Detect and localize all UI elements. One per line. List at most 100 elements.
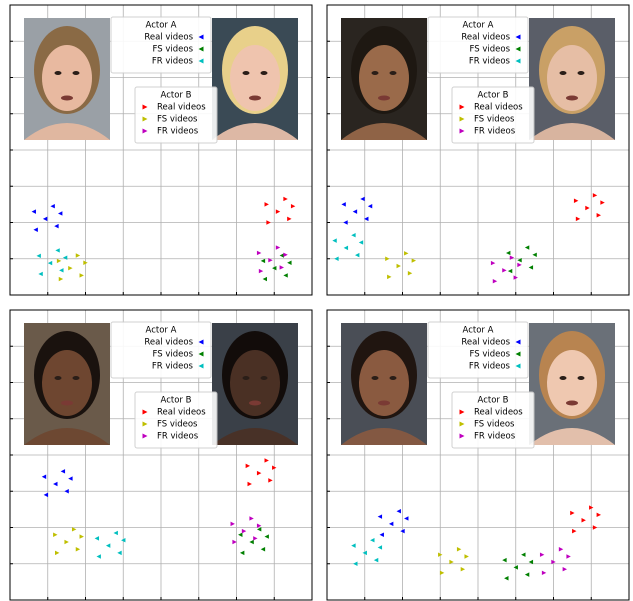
point: [388, 521, 394, 527]
legend-title: Actor A: [146, 21, 177, 31]
legend-marker: [515, 363, 521, 369]
point: [439, 570, 445, 576]
point: [464, 554, 469, 559]
face-mouth: [378, 95, 390, 101]
point: [379, 532, 384, 537]
point: [558, 547, 564, 552]
legend-title: Actor B: [478, 91, 509, 101]
point: [572, 528, 577, 534]
legend-box: [110, 16, 212, 74]
point: [268, 478, 273, 483]
point: [589, 505, 594, 510]
legend-marker: [198, 34, 204, 40]
point: [521, 552, 526, 557]
legend-marker: [142, 409, 148, 415]
point: [41, 474, 47, 479]
legend-marker: [459, 128, 465, 134]
point: [64, 489, 69, 494]
point: [64, 539, 69, 545]
panel: Actor A Real videos FS videos FR videos Acto…: [326, 309, 630, 601]
point: [241, 528, 247, 534]
point: [279, 265, 284, 270]
point: [283, 273, 288, 278]
point: [566, 554, 571, 559]
point: [404, 251, 409, 256]
legend-label: Real videos: [474, 408, 523, 418]
point: [272, 265, 277, 271]
face-skin: [359, 350, 409, 416]
point: [581, 518, 586, 523]
point: [360, 196, 365, 202]
point: [334, 256, 339, 261]
point: [528, 559, 534, 565]
legend-box: [427, 321, 529, 379]
face-shoulders: [212, 123, 298, 140]
point: [75, 253, 81, 258]
legend-label: Real videos: [461, 338, 510, 348]
legend-title: Actor A: [463, 21, 494, 31]
face-eye: [242, 71, 250, 75]
face-shoulders: [24, 428, 110, 445]
legend-label: FR videos: [152, 362, 194, 372]
face-shoulders: [212, 428, 298, 445]
point: [232, 539, 237, 545]
face-skin: [42, 350, 92, 416]
point: [592, 525, 598, 530]
face-eye: [72, 71, 80, 75]
legend-title: Actor A: [463, 326, 494, 336]
legend-label: Real videos: [144, 338, 193, 348]
point: [362, 550, 367, 556]
point: [404, 516, 409, 521]
point: [247, 481, 252, 487]
face-shoulders: [24, 123, 110, 140]
point: [385, 256, 390, 261]
face-eye: [242, 376, 250, 380]
legend-label: FR videos: [469, 57, 511, 67]
legend-title: Actor B: [161, 396, 192, 406]
point: [256, 470, 262, 476]
face-mouth: [249, 400, 261, 406]
point: [245, 463, 251, 469]
face-mouth: [378, 400, 390, 406]
legend-label: FS videos: [474, 420, 515, 430]
legend-marker: [459, 116, 465, 122]
legend-box: [427, 16, 529, 74]
point: [253, 536, 258, 541]
face-eye: [577, 376, 585, 380]
point: [249, 539, 254, 545]
point: [411, 258, 417, 263]
legend-marker: [198, 339, 204, 345]
point: [117, 550, 122, 556]
face-eye: [54, 71, 62, 75]
face-shoulders: [341, 123, 427, 140]
point: [600, 200, 605, 205]
face-eye: [389, 376, 397, 380]
point: [96, 554, 101, 559]
legend-label: FS videos: [470, 350, 511, 360]
point: [58, 276, 64, 282]
face-skin: [547, 350, 597, 416]
legend-label: Real videos: [157, 408, 206, 418]
legend-box: [134, 86, 218, 144]
point: [258, 268, 264, 274]
point: [256, 527, 262, 532]
point: [75, 547, 81, 552]
point: [287, 260, 292, 265]
point: [490, 260, 496, 266]
plot-frame: [326, 4, 630, 296]
face-eye: [260, 71, 268, 75]
legend-label: FR videos: [469, 362, 511, 372]
point: [56, 258, 62, 264]
legend-marker: [515, 34, 521, 40]
point: [438, 552, 443, 557]
point: [71, 527, 77, 532]
legend-marker: [459, 433, 465, 439]
point: [275, 245, 281, 250]
point: [596, 213, 601, 218]
face-mouth: [61, 95, 73, 101]
point: [400, 528, 405, 534]
legend-label: Real videos: [144, 33, 193, 43]
legend-marker: [515, 339, 521, 345]
point: [575, 216, 581, 222]
